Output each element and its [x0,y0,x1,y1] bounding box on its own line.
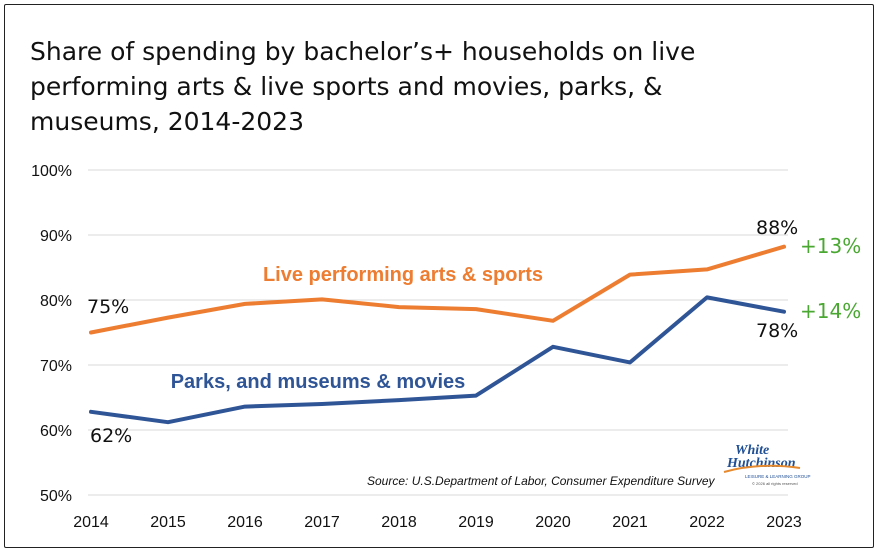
white-hutchinson-logo: White Hutchinson LEISURE & LEARNING GROU… [723,443,811,486]
end-label-parks: 78% [756,320,798,342]
data-point-series-0 [166,316,170,320]
series-line-0 [89,244,786,335]
start-label-live-arts: 75% [87,296,129,318]
series-label-parks-museums-movies: Parks, and museums & movies [171,371,466,393]
y-tick-label: 90% [40,228,72,245]
x-tick-label: 2020 [535,514,571,531]
y-tick-label: 50% [40,488,72,505]
x-tick-label: 2017 [304,514,340,531]
y-tick-label: 60% [40,423,72,440]
start-label-parks: 62% [90,425,132,447]
data-point-series-1 [551,345,555,349]
data-point-series-0 [320,297,324,301]
x-axis-ticks: 2014 2015 2016 2017 2018 2019 2020 2021 2022 2023 [73,514,802,531]
x-tick-label: 2016 [227,514,263,531]
y-tick-label: 70% [40,358,72,375]
data-point-series-1 [474,394,478,398]
chart-title: Share of spending by bachelor’s+ househo… [30,37,696,136]
x-tick-label: 2019 [458,514,494,531]
y-axis-ticks: 50% 60% 70% 80% 90% 100% [31,163,72,505]
data-point-series-0 [551,319,555,323]
source-note: Source: U.S.Department of Labor, Consume… [367,474,716,488]
x-tick-label: 2015 [150,514,186,531]
x-tick-label: 2021 [612,514,648,531]
data-point-series-0 [628,273,632,277]
data-point-series-0 [397,305,401,309]
data-point-series-0 [243,302,247,306]
series-line-1 [89,295,786,425]
data-point-series-1 [166,420,170,424]
data-point-series-1 [397,398,401,402]
change-label-parks: +14% [800,299,861,323]
gridlines [88,169,788,496]
data-point-series-1 [243,405,247,409]
logo-tagline: LEISURE & LEARNING GROUP [745,474,811,479]
x-tick-label: 2018 [381,514,417,531]
data-point-series-1 [705,295,709,299]
chart-frame [4,4,874,548]
data-point-series-0 [474,307,478,311]
change-label-live-arts: +13% [800,234,861,258]
data-point-series-1 [320,402,324,406]
x-tick-label: 2014 [73,514,109,531]
y-tick-label: 80% [40,293,72,310]
data-point-series-0 [89,331,93,334]
end-label-live-arts: 88% [756,217,798,239]
data-point-series-0 [782,245,786,249]
logo-line1: White [735,443,769,458]
data-point-series-1 [628,360,632,364]
data-point-series-1 [782,310,786,314]
y-tick-label: 100% [31,163,72,180]
series-label-live-arts-sports: Live performing arts & sports [263,264,543,286]
data-point-series-0 [705,267,709,271]
x-tick-label: 2023 [766,514,802,531]
data-point-series-1 [89,410,93,414]
logo-rights: © 2026 all rights reserved [752,481,798,486]
x-tick-label: 2022 [689,514,725,531]
series-lines [89,244,786,425]
